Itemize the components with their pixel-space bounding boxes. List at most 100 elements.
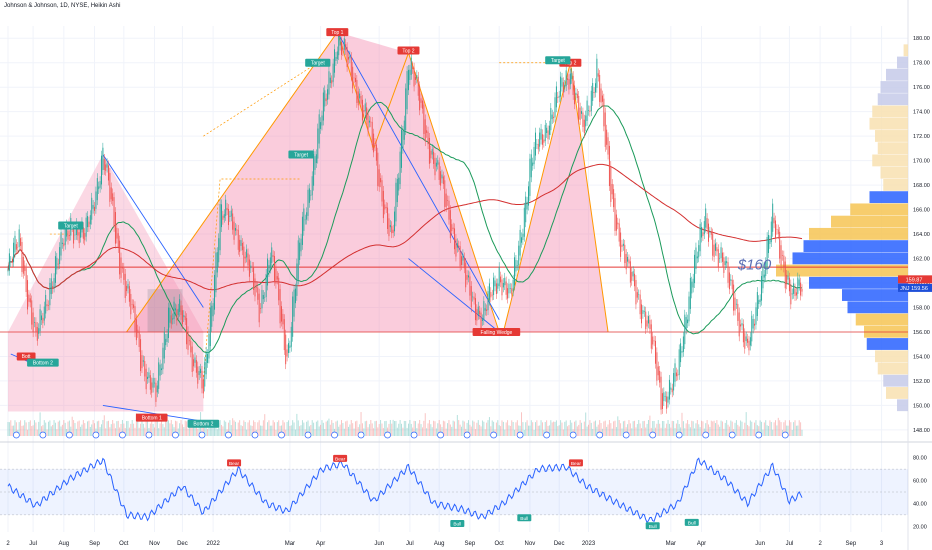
volume-bar bbox=[440, 424, 442, 436]
volume-bar bbox=[641, 428, 643, 436]
volume-bar bbox=[18, 422, 20, 436]
candle-body bbox=[276, 276, 278, 280]
candle-body bbox=[666, 396, 668, 409]
candle-body bbox=[519, 229, 521, 256]
candle-body bbox=[167, 307, 169, 338]
candle-body bbox=[654, 340, 656, 364]
candle-body bbox=[332, 63, 334, 82]
candle-body bbox=[198, 370, 200, 376]
candle-body bbox=[272, 255, 274, 257]
candle-body bbox=[569, 73, 571, 85]
volume-bar bbox=[660, 427, 662, 436]
volume-bar bbox=[101, 424, 102, 436]
volume-bar bbox=[290, 425, 292, 436]
event-marker bbox=[13, 431, 20, 439]
candle-body bbox=[338, 36, 340, 56]
candle-body bbox=[462, 254, 464, 261]
pattern-label-bg bbox=[397, 46, 420, 55]
volume-bar bbox=[523, 429, 525, 436]
volume-bar bbox=[488, 417, 490, 436]
volume-bar bbox=[469, 424, 471, 436]
candle-body bbox=[589, 110, 591, 112]
volume-profile-bar bbox=[809, 276, 908, 289]
volume-profile-bar bbox=[897, 56, 908, 69]
candle-body bbox=[431, 148, 433, 155]
candle-body bbox=[254, 278, 256, 297]
candle-body bbox=[480, 312, 482, 330]
candle-body bbox=[641, 304, 643, 324]
volume-bar bbox=[385, 420, 387, 436]
volume-bar bbox=[271, 425, 273, 436]
pattern-label: Target bbox=[294, 152, 309, 158]
volume-bar bbox=[391, 423, 393, 436]
candle-body bbox=[380, 178, 382, 183]
volume-profile-bar bbox=[872, 105, 908, 118]
volume-bar bbox=[8, 422, 10, 436]
pattern-label: Target bbox=[311, 61, 326, 67]
candle-body bbox=[629, 261, 631, 283]
candle-body bbox=[554, 97, 556, 118]
volume-bar bbox=[140, 423, 142, 436]
pattern-label-bg bbox=[288, 150, 314, 159]
volume-bar bbox=[173, 427, 175, 436]
pattern-label-bg bbox=[326, 28, 349, 37]
candle-body bbox=[335, 56, 337, 61]
candle-body bbox=[463, 257, 465, 269]
volume-bar bbox=[327, 420, 329, 436]
candle-body bbox=[308, 188, 310, 203]
candle-body bbox=[303, 208, 305, 231]
candle-body bbox=[366, 107, 368, 120]
candle-body bbox=[80, 227, 82, 238]
candle-body bbox=[170, 315, 172, 324]
volume-bar bbox=[128, 427, 130, 436]
volume-bar bbox=[726, 420, 728, 436]
candle-body bbox=[646, 320, 648, 327]
volume-bar bbox=[740, 420, 742, 436]
volume-bar bbox=[759, 420, 761, 436]
candle-body bbox=[547, 130, 549, 140]
volume-bar bbox=[225, 421, 227, 436]
pattern-label-bg bbox=[187, 419, 220, 428]
volume-profile-bar bbox=[875, 130, 908, 142]
volume-bar bbox=[7, 422, 9, 436]
volume-bar bbox=[74, 422, 76, 436]
volume-bar bbox=[202, 426, 204, 436]
candle-body bbox=[300, 238, 302, 252]
candle-body bbox=[321, 115, 323, 126]
candle-body bbox=[466, 275, 468, 280]
volume-bar bbox=[265, 429, 267, 436]
candle-body bbox=[188, 340, 190, 342]
volume-bar bbox=[137, 420, 139, 436]
rsi-signal-label: Bull bbox=[453, 522, 461, 528]
candle-body bbox=[575, 92, 577, 95]
candle-body bbox=[546, 127, 548, 134]
candle-body bbox=[689, 277, 691, 309]
candle-body bbox=[105, 164, 107, 171]
volume-bar bbox=[728, 426, 730, 436]
candle-body bbox=[656, 352, 658, 381]
volume-bar bbox=[260, 425, 262, 436]
candle-body bbox=[766, 237, 768, 270]
candle-body bbox=[158, 362, 160, 389]
volume-bar bbox=[625, 427, 627, 436]
candle-body bbox=[172, 318, 174, 320]
candle-body bbox=[620, 232, 622, 257]
volume-bar bbox=[521, 412, 523, 436]
volume-bar bbox=[364, 421, 366, 436]
volume-bar bbox=[424, 413, 426, 436]
candle-body bbox=[594, 83, 596, 93]
volume-bar bbox=[195, 421, 197, 436]
volume-bar bbox=[502, 421, 504, 436]
volume-bar bbox=[481, 420, 483, 436]
volume-bar bbox=[719, 426, 721, 436]
volume-bar bbox=[216, 429, 218, 436]
candle-body bbox=[223, 214, 225, 218]
volume-bar bbox=[180, 420, 182, 436]
volume-bar bbox=[117, 420, 119, 436]
volume-bar bbox=[770, 421, 772, 436]
volume-bar bbox=[702, 421, 704, 436]
candle-body bbox=[232, 213, 234, 230]
volume-bar bbox=[77, 421, 79, 436]
volume-bar bbox=[292, 420, 294, 436]
